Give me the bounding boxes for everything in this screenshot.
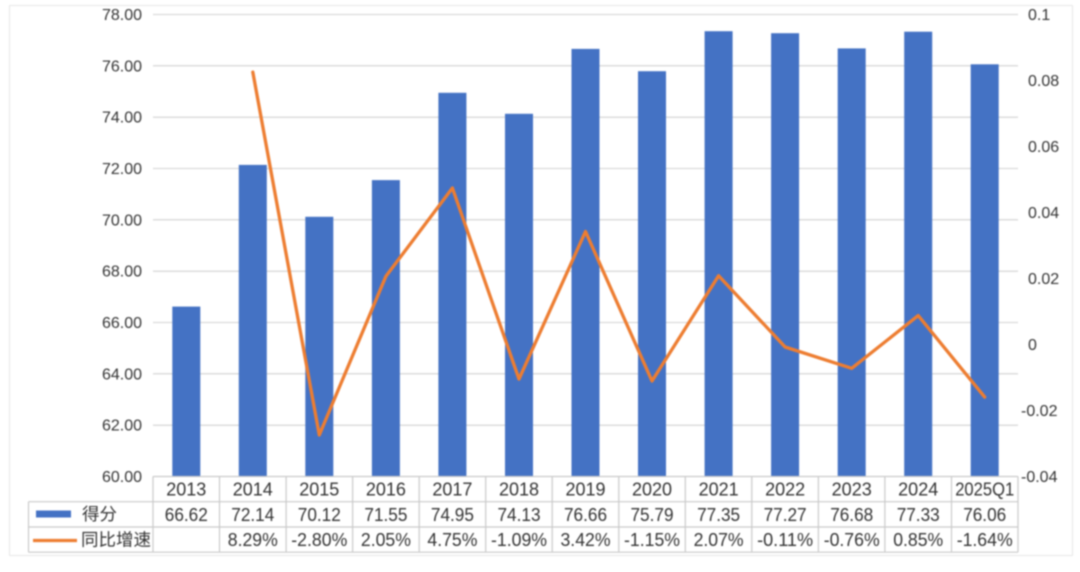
svg-text:-0.76%: -0.76% xyxy=(824,530,880,550)
svg-text:2014: 2014 xyxy=(233,480,273,500)
svg-text:64.00: 64.00 xyxy=(102,366,142,383)
svg-text:-1.09%: -1.09% xyxy=(491,530,547,550)
svg-text:8.29%: 8.29% xyxy=(228,530,278,550)
svg-text:2025Q1: 2025Q1 xyxy=(955,480,1014,500)
svg-text:74.00: 74.00 xyxy=(102,110,142,127)
svg-text:-1.15%: -1.15% xyxy=(624,530,680,550)
svg-text:78.00: 78.00 xyxy=(102,7,142,24)
svg-text:60.00: 60.00 xyxy=(102,469,142,486)
svg-text:2019: 2019 xyxy=(565,480,605,500)
svg-text:0.08: 0.08 xyxy=(1028,73,1059,90)
svg-text:2.05%: 2.05% xyxy=(361,530,411,550)
svg-text:72.00: 72.00 xyxy=(102,161,142,178)
svg-text:77.35: 77.35 xyxy=(697,505,740,525)
svg-text:0.85%: 0.85% xyxy=(893,530,943,550)
svg-text:76.06: 76.06 xyxy=(963,505,1006,525)
svg-text:3.42%: 3.42% xyxy=(561,530,611,550)
svg-text:70.00: 70.00 xyxy=(102,212,142,229)
svg-text:62.00: 62.00 xyxy=(102,418,142,435)
svg-text:72.14: 72.14 xyxy=(231,505,274,525)
svg-text:70.12: 70.12 xyxy=(298,505,341,525)
svg-text:2016: 2016 xyxy=(366,480,406,500)
svg-text:-0.04: -0.04 xyxy=(1021,469,1058,486)
svg-text:0.02: 0.02 xyxy=(1028,271,1059,288)
svg-text:74.95: 74.95 xyxy=(431,505,474,525)
svg-text:0.04: 0.04 xyxy=(1028,205,1059,222)
svg-text:0: 0 xyxy=(1028,337,1037,354)
svg-text:2021: 2021 xyxy=(699,480,739,500)
svg-text:76.68: 76.68 xyxy=(830,505,873,525)
svg-text:2017: 2017 xyxy=(432,480,472,500)
svg-text:2013: 2013 xyxy=(166,480,206,500)
svg-text:68.00: 68.00 xyxy=(102,264,142,281)
svg-text:2.07%: 2.07% xyxy=(694,530,744,550)
svg-text:-0.02: -0.02 xyxy=(1021,403,1058,420)
svg-text:74.13: 74.13 xyxy=(498,505,541,525)
svg-text:2020: 2020 xyxy=(632,480,672,500)
svg-text:76.66: 76.66 xyxy=(564,505,607,525)
svg-text:66.62: 66.62 xyxy=(165,505,208,525)
svg-text:2018: 2018 xyxy=(499,480,539,500)
svg-text:2024: 2024 xyxy=(898,480,938,500)
svg-text:-1.64%: -1.64% xyxy=(957,530,1013,550)
svg-text:2022: 2022 xyxy=(765,480,805,500)
svg-text:77.33: 77.33 xyxy=(897,505,940,525)
svg-text:66.00: 66.00 xyxy=(102,315,142,332)
svg-text:2023: 2023 xyxy=(832,480,872,500)
svg-text:76.00: 76.00 xyxy=(102,58,142,75)
svg-text:0.1: 0.1 xyxy=(1028,7,1050,24)
svg-text:-2.80%: -2.80% xyxy=(291,530,347,550)
svg-text:71.55: 71.55 xyxy=(364,505,407,525)
svg-text:75.79: 75.79 xyxy=(631,505,674,525)
svg-text:-0.11%: -0.11% xyxy=(757,530,813,550)
svg-text:2015: 2015 xyxy=(299,480,339,500)
svg-text:77.27: 77.27 xyxy=(764,505,807,525)
svg-text:4.75%: 4.75% xyxy=(427,530,477,550)
svg-text:0.06: 0.06 xyxy=(1028,139,1059,156)
